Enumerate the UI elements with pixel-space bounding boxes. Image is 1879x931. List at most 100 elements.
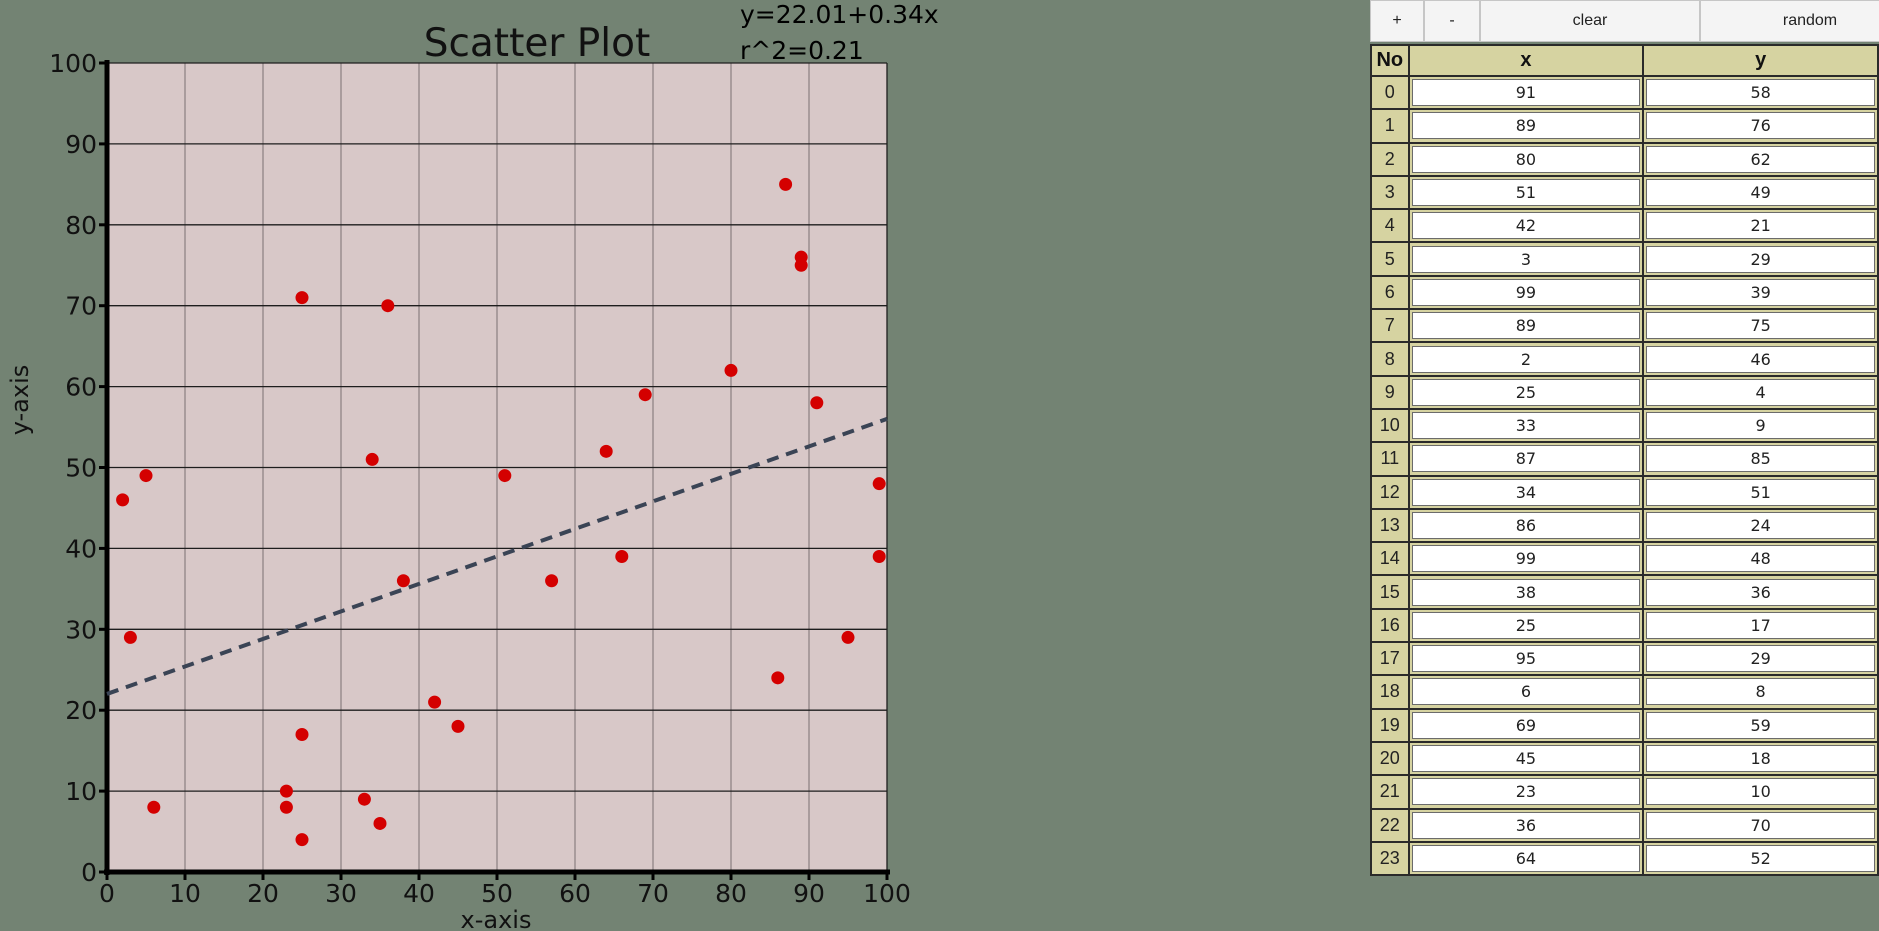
- r-squared-value: r^2=0.21: [740, 36, 864, 65]
- x-tick-label: 100: [863, 879, 911, 908]
- row-number: 17: [1370, 641, 1410, 677]
- x-value-input[interactable]: 51: [1411, 179, 1641, 207]
- x-value-input[interactable]: 6: [1411, 678, 1641, 706]
- data-panel: + - clear random No x y 0 91 58 1 89 76 2 80 62 3…: [1370, 0, 1879, 931]
- x-value-input[interactable]: 64: [1411, 844, 1641, 872]
- data-point: [638, 388, 652, 402]
- data-point: [779, 177, 793, 191]
- x-value-input[interactable]: 99: [1411, 545, 1641, 573]
- regression-line: [106, 416, 888, 696]
- y-value-input[interactable]: 70: [1646, 811, 1875, 839]
- row-number: 18: [1370, 674, 1410, 710]
- table-row: 9 25 4: [1370, 374, 1879, 410]
- x-value-input[interactable]: 80: [1411, 145, 1641, 173]
- table-row: 17 95 29: [1370, 641, 1879, 677]
- table-row: 0 91 58: [1370, 74, 1879, 111]
- data-point: [279, 784, 293, 798]
- x-value-input[interactable]: 91: [1411, 79, 1641, 107]
- table-row: 15 38 36: [1370, 574, 1879, 610]
- remove-row-button[interactable]: -: [1424, 0, 1480, 42]
- x-value-input[interactable]: 34: [1411, 478, 1641, 506]
- y-value-input[interactable]: 49: [1646, 179, 1875, 207]
- data-point: [365, 452, 379, 466]
- x-value-input[interactable]: 89: [1411, 312, 1641, 340]
- y-value-input[interactable]: 85: [1646, 445, 1875, 473]
- add-row-button[interactable]: +: [1370, 0, 1424, 42]
- x-value-input[interactable]: 45: [1411, 745, 1641, 773]
- table-row: 14 99 48: [1370, 541, 1879, 577]
- data-point: [872, 549, 886, 563]
- x-value-input[interactable]: 99: [1411, 278, 1641, 306]
- table-row: 3 51 49: [1370, 174, 1879, 211]
- data-point: [139, 469, 153, 483]
- y-value-input[interactable]: 52: [1646, 844, 1875, 872]
- row-number: 9: [1370, 374, 1410, 410]
- row-number: 12: [1370, 474, 1410, 510]
- x-value-input[interactable]: 69: [1411, 711, 1641, 739]
- y-tick-label: 50: [65, 454, 97, 483]
- data-point: [872, 477, 886, 491]
- x-value-input[interactable]: 33: [1411, 412, 1641, 440]
- table-row: 21 23 10: [1370, 774, 1879, 810]
- x-tick-label: 30: [325, 879, 357, 908]
- x-value-input[interactable]: 2: [1411, 345, 1641, 373]
- data-point: [810, 396, 824, 410]
- scatter-plot[interactable]: 0 10 20 30 40 50 60 70 80 90 100 0 10 20 30 40 50 60 70 80 9…: [0, 0, 1370, 931]
- x-value-input[interactable]: 36: [1411, 811, 1641, 839]
- x-value-input[interactable]: 42: [1411, 212, 1641, 240]
- y-value-input[interactable]: 75: [1646, 312, 1875, 340]
- row-number: 2: [1370, 141, 1410, 177]
- row-number: 19: [1370, 707, 1410, 743]
- table-row: 6 99 39: [1370, 274, 1879, 311]
- y-value-input[interactable]: 18: [1646, 745, 1875, 773]
- data-point: [451, 719, 465, 733]
- data-point: [116, 493, 130, 507]
- table-row: 20 45 18: [1370, 740, 1879, 777]
- data-table: No x y 0 91 58 1 89 76 2 80 62 3 51 49 4 42 21 5 3 29 6 99 3…: [1370, 44, 1879, 877]
- y-value-input[interactable]: 58: [1646, 79, 1875, 107]
- table-row: 13 86 24: [1370, 507, 1879, 544]
- row-number: 16: [1370, 607, 1410, 644]
- y-value-input[interactable]: 17: [1646, 611, 1875, 639]
- x-value-input[interactable]: 23: [1411, 778, 1641, 806]
- y-value-input[interactable]: 8: [1646, 678, 1875, 706]
- y-value-input[interactable]: 62: [1646, 145, 1875, 173]
- y-value-input[interactable]: 29: [1646, 645, 1875, 673]
- data-point: [428, 695, 442, 709]
- x-value-input[interactable]: 38: [1411, 578, 1641, 606]
- y-value-input[interactable]: 48: [1646, 545, 1875, 573]
- column-header-y: y: [1642, 44, 1879, 77]
- x-tick-label: 70: [637, 879, 669, 908]
- x-axis-label: x-axis: [461, 906, 532, 931]
- x-value-input[interactable]: 95: [1411, 645, 1641, 673]
- x-value-input[interactable]: 25: [1411, 378, 1641, 406]
- y-value-input[interactable]: 24: [1646, 512, 1875, 539]
- x-value-input[interactable]: 87: [1411, 445, 1641, 473]
- clear-button[interactable]: clear: [1480, 0, 1700, 42]
- x-value-input[interactable]: 25: [1411, 611, 1641, 639]
- y-value-input[interactable]: 21: [1646, 212, 1875, 240]
- y-value-input[interactable]: 29: [1646, 245, 1875, 273]
- table-row: 22 36 70: [1370, 807, 1879, 843]
- y-value-input[interactable]: 59: [1646, 711, 1875, 739]
- y-tick-label: 70: [65, 292, 97, 321]
- y-value-input[interactable]: 76: [1646, 112, 1875, 140]
- data-point: [771, 671, 785, 685]
- y-value-input[interactable]: 51: [1646, 478, 1875, 506]
- data-point: [396, 574, 410, 588]
- column-header-x: x: [1407, 44, 1645, 77]
- y-value-input[interactable]: 46: [1646, 345, 1875, 373]
- x-value-input[interactable]: 3: [1411, 245, 1641, 273]
- row-number: 7: [1370, 308, 1410, 344]
- y-value-input[interactable]: 36: [1646, 578, 1875, 606]
- random-button[interactable]: random: [1700, 0, 1879, 42]
- y-value-input[interactable]: 10: [1646, 778, 1875, 806]
- x-value-input[interactable]: 86: [1411, 512, 1641, 539]
- data-point: [841, 630, 855, 644]
- chart-title: Scatter Plot: [424, 21, 651, 66]
- y-value-input[interactable]: 39: [1646, 278, 1875, 306]
- y-value-input[interactable]: 9: [1646, 412, 1875, 440]
- y-value-input[interactable]: 4: [1646, 378, 1875, 406]
- y-tick-label: 90: [65, 130, 97, 159]
- x-value-input[interactable]: 89: [1411, 112, 1641, 140]
